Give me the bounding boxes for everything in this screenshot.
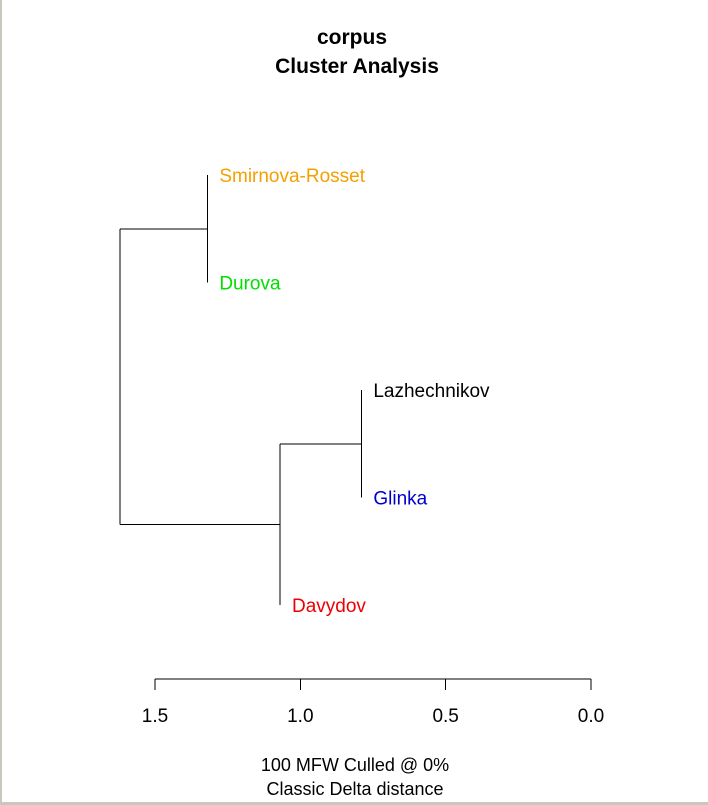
leaf-label-glinka: Glinka [373,489,427,510]
caption-distance: Classic Delta distance [266,779,443,799]
leaf-label-smirnova-rosset: Smirnova-Rosset [219,166,365,187]
tick-label: 0.0 [578,706,604,727]
leaf-labels: Smirnova-Rosset Durova Lazhechnikov Glinka D… [219,166,490,617]
dendrogram-tree [119,175,362,605]
caption-mfw: 100 MFW Culled @ 0% [261,755,449,775]
chart-subtitle: Cluster Analysis [275,55,439,78]
leaf-label-lazhechnikov: Lazhechnikov [373,381,490,402]
distance-axis: 1.5 1.0 0.5 0.0 [142,678,604,727]
window-border-left [0,0,2,805]
chart-title: corpus [317,26,387,49]
window-border-bottom [0,802,708,805]
leaf-label-davydov: Davydov [292,596,366,617]
tick-label: 1.5 [142,706,168,727]
leaf-label-durova: Durova [219,274,281,295]
tick-label: 0.5 [432,706,458,727]
tick-label: 1.0 [287,706,313,727]
